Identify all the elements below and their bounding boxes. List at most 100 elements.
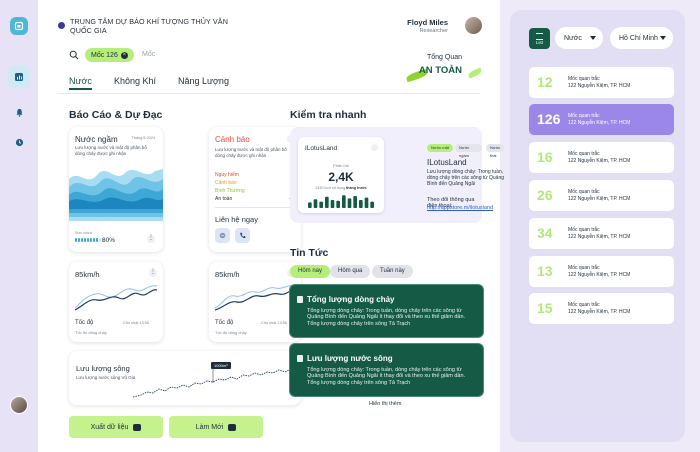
status-caption: Tổng Quan	[426, 54, 462, 61]
river-flow-tooltip: 1000m³	[211, 362, 231, 369]
caret-down-icon	[590, 36, 596, 40]
alert-desc: Lưu lượng nước và mật độ phân bố dòng ch…	[215, 147, 287, 158]
station-label: Mốc quan trắc 122 Nguyễn Kiệm, TP. HCM	[568, 189, 631, 202]
stations-panel: List Nước Hồ Chí Minh 12 Mốc quan trắc 12…	[510, 10, 685, 442]
speed-desc: Tốc độ dòng chảy	[75, 330, 107, 335]
news-card-title: Lưu lượng nước sông	[307, 354, 393, 363]
capacity-segment	[75, 238, 77, 242]
info-phone-label: Theo dõi thông qua điện thoại:	[427, 197, 475, 209]
station-number: 15	[537, 300, 553, 316]
capacity-segment	[93, 238, 95, 242]
bell-icon[interactable]	[8, 101, 30, 123]
station-number: 34	[537, 225, 553, 241]
tab-water[interactable]: Nước	[69, 76, 92, 90]
speed-card[interactable]: 85km/h ⋮ Tốc độ Cho nhật 13:56 Tốc độ dò…	[209, 262, 301, 342]
widget-bar	[325, 196, 329, 208]
more-icon[interactable]: ⋮	[147, 235, 155, 243]
station-item[interactable]: 34 Mốc quan trắc 122 Nguyễn Kiệm, TP. HCM	[529, 218, 674, 249]
chat-icon[interactable]	[215, 228, 230, 243]
chip-wastewater[interactable]: Nước thải	[486, 144, 505, 158]
avatar[interactable]	[465, 17, 482, 34]
rail-avatar[interactable]	[10, 396, 28, 414]
download-icon	[133, 423, 142, 431]
more-icon[interactable]: ⋮	[149, 269, 157, 277]
station-item[interactable]: 16 Mốc quan trắc 122 Nguyễn Kiệm, TP. HCM	[529, 142, 674, 173]
user-role: Researcher	[419, 28, 448, 34]
info-title: ILotusLand	[427, 158, 467, 167]
city-filter-dropdown[interactable]: Hồ Chí Minh	[610, 27, 673, 49]
list-view-button[interactable]: List	[529, 28, 550, 49]
widget-bar	[370, 201, 374, 208]
divider	[215, 207, 295, 208]
settings-icon[interactable]	[371, 144, 378, 151]
capacity-segment	[78, 238, 80, 242]
station-label: Mốc quan trắc 122 Nguyễn Kiệm, TP. HCM	[568, 302, 631, 315]
news-card-body: Tổng lượng dòng chảy: Trong tuần, dòng c…	[307, 367, 466, 386]
phone-icon[interactable]	[235, 228, 250, 243]
filter-today[interactable]: Hôm nay	[290, 265, 331, 278]
export-button[interactable]: Xuất dữ liệu	[69, 416, 163, 438]
groundwater-date: Tháng 5 2024	[131, 136, 155, 140]
station-item[interactable]: 126 Mốc quan trắc 122 Nguyễn Kiệm, TP. HC…	[529, 104, 674, 135]
groundwater-desc: Lưu lượng nước và mật độ phân bố dòng ch…	[75, 145, 147, 156]
capacity-bar	[75, 238, 104, 242]
filter-this-week[interactable]: Tuần này	[372, 265, 413, 278]
clock-icon[interactable]	[8, 131, 30, 153]
app-logo-icon[interactable]	[10, 17, 28, 35]
station-item[interactable]: 26 Mốc quan trắc 122 Nguyễn Kiệm, TP. HCM	[529, 180, 674, 211]
chip-surface-water[interactable]: Nước mặt	[427, 144, 453, 152]
tab-energy[interactable]: Năng Lượng	[177, 76, 229, 86]
news-card[interactable]: Lưu lượng nước sông Tổng lượng dòng chảy…	[289, 343, 484, 397]
station-item[interactable]: 13 Mốc quan trắc 122 Nguyễn Kiệm, TP. HCM	[529, 256, 674, 287]
dashboard-icon[interactable]	[8, 66, 30, 88]
widget-bar	[364, 197, 369, 208]
widget-bar-chart	[308, 195, 374, 208]
capacity-label: Sức chứa	[75, 231, 92, 235]
search-input[interactable]: Mốc	[142, 51, 156, 58]
info-link[interactable]: http://appstore.m/ilotusland	[427, 205, 494, 211]
river-flow-desc: Lưu lượng nước sông Vũ Gia	[76, 375, 136, 380]
capacity-segment	[99, 238, 101, 242]
news-card[interactable]: Tổng lượng dòng chảy Tổng lượng dòng chả…	[289, 284, 484, 338]
capacity-segment	[96, 238, 98, 242]
alert-row-danger: Nguy hiểm	[215, 172, 239, 178]
filter-yesterday[interactable]: Hôm qua	[330, 265, 371, 278]
user-name: Floyd Miles	[407, 18, 448, 27]
station-item[interactable]: 12 Mốc quan trắc 122 Nguyễn Kiệm, TP. HCM	[529, 67, 674, 98]
widget-bar	[330, 200, 335, 208]
app-widget[interactable]: ILotusLand Phản hồi 2,4K 2430 lượt sử dụ…	[298, 137, 384, 213]
refresh-button[interactable]: Làm Mới	[169, 416, 263, 438]
status-value: AN TOÀN	[418, 65, 462, 76]
groundwater-card[interactable]: Nước ngầm Tháng 5 2024 Lưu lượng nước và…	[69, 127, 163, 252]
river-flow-card[interactable]: Lưu lượng sông Lưu lượng nước sông Vũ Gi…	[69, 351, 301, 405]
alert-title: Cảnh báo	[215, 135, 250, 144]
widget-name: ILotusLand	[305, 145, 338, 152]
org-logo-icon	[58, 22, 65, 29]
speed-line-chart	[74, 285, 158, 311]
speed-card[interactable]: 85km/h ⋮ Tốc độ Cho nhật 13:56 Tốc độ dò…	[69, 262, 163, 342]
station-label: Mốc quan trắc 122 Nguyễn Kiệm, TP. HCM	[568, 76, 631, 89]
station-number: 26	[537, 187, 553, 203]
search-icon[interactable]	[69, 50, 79, 60]
widget-bar	[353, 196, 357, 208]
station-label: Mốc quan trắc 122 Nguyễn Kiệm, TP. HCM	[568, 151, 631, 164]
station-number: 16	[537, 149, 553, 165]
search-chip[interactable]: Mốc 126 ×	[85, 48, 134, 62]
refresh-icon	[228, 423, 237, 431]
leaf-decoration	[467, 67, 483, 79]
widget-caption: Phản hồi	[333, 163, 349, 168]
close-icon[interactable]: ×	[120, 51, 128, 59]
tab-air[interactable]: Không Khí	[113, 76, 156, 86]
speed-line-chart	[214, 285, 296, 311]
water-filter-dropdown[interactable]: Nước	[555, 27, 603, 49]
capacity-segment	[81, 238, 83, 242]
speed-desc: Tốc độ dòng chảy	[215, 330, 247, 335]
widget-bar	[359, 200, 363, 208]
speed-value: 85km/h	[215, 270, 240, 279]
station-item[interactable]: 15 Mốc quan trắc 122 Nguyễn Kiệm, TP. HCM	[529, 293, 674, 324]
speed-meta: Cho nhật 13:56	[123, 321, 149, 325]
chip-groundwater[interactable]: Nước ngầm	[455, 144, 482, 158]
alert-card[interactable]: Cảnh báo ⋮ Lưu lượng nước và mật độ phân…	[209, 127, 301, 252]
show-more-link[interactable]: Hiển thị thêm	[369, 401, 402, 407]
widget-bar	[313, 199, 318, 208]
